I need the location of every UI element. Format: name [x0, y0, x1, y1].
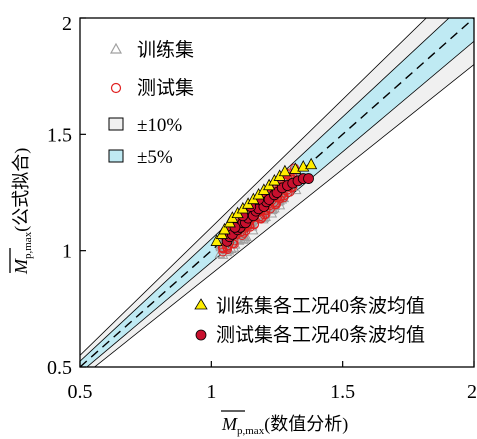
legend-train-avg-marker — [194, 298, 208, 310]
svg-text:Mp,max(公式拟合): Mp,max(公式拟合) — [11, 148, 34, 275]
x-tick-label: 2 — [467, 381, 477, 403]
test-average-point — [303, 173, 314, 184]
x-tick-label: 1 — [206, 381, 216, 403]
train-point — [239, 232, 251, 243]
x-axis-title-text: (数值分析) — [264, 414, 348, 435]
test-point — [271, 200, 281, 210]
legend-train-marker — [109, 42, 123, 54]
train-average-point — [218, 222, 231, 235]
test-point — [279, 193, 289, 203]
legend-test-avg-marker — [195, 329, 207, 341]
legend-top: 训练集 测试集 ±10% ±5% — [108, 39, 194, 168]
y-axis-title: Mp,max(公式拟合) — [9, 148, 34, 275]
train-point — [217, 248, 229, 259]
y-axis-title-text: (公式拟合) — [11, 148, 32, 232]
x-axis-title-subscript: p,max — [237, 425, 265, 437]
train-average-point — [278, 164, 291, 177]
plot-frame — [79, 17, 475, 368]
train-average-point — [210, 234, 223, 246]
legend-band10-swatch — [108, 117, 124, 131]
x-tick-label: 0.5 — [68, 381, 93, 403]
legend-bottom: 训练集各工况40条波均值 测试集各工况40条波均值 — [194, 295, 425, 346]
test-point — [218, 244, 228, 254]
x-axis-title: Mp,max(数值分析) — [221, 410, 348, 437]
y-axis-title-subscript: p,max — [22, 231, 34, 259]
y-tick-label: 2 — [62, 13, 72, 35]
y-tick-label: 1.5 — [47, 124, 72, 146]
legend-train-label: 训练集 — [137, 39, 194, 61]
legend-test-marker — [110, 82, 122, 94]
y-axis-ticks: 0.5 1 1.5 2 — [47, 13, 86, 379]
legend-train-avg-label: 训练集各工况40条波均值 — [216, 295, 425, 317]
x-axis-title-symbol: M — [221, 414, 238, 434]
train-average-point — [305, 157, 318, 170]
x-axis-ticks: 0.5 1 1.5 2 — [68, 361, 477, 403]
legend-band10-label: ±10% — [137, 115, 182, 136]
train-point — [290, 184, 302, 195]
legend-band5-label: ±5% — [137, 147, 173, 168]
svg-text:Mp,max(数值分析): Mp,max(数值分析) — [221, 414, 348, 437]
legend-test-avg-label: 测试集各工况40条波均值 — [216, 324, 425, 346]
y-tick-label: 0.5 — [47, 357, 72, 379]
x-tick-label: 1.5 — [330, 381, 355, 403]
train-point — [241, 230, 252, 241]
y-axis-title-symbol: M — [11, 258, 31, 275]
average-markers — [210, 157, 318, 247]
legend-test-label: 测试集 — [137, 77, 194, 99]
legend-band5-swatch — [108, 149, 124, 163]
y-tick-label: 1 — [62, 241, 72, 263]
